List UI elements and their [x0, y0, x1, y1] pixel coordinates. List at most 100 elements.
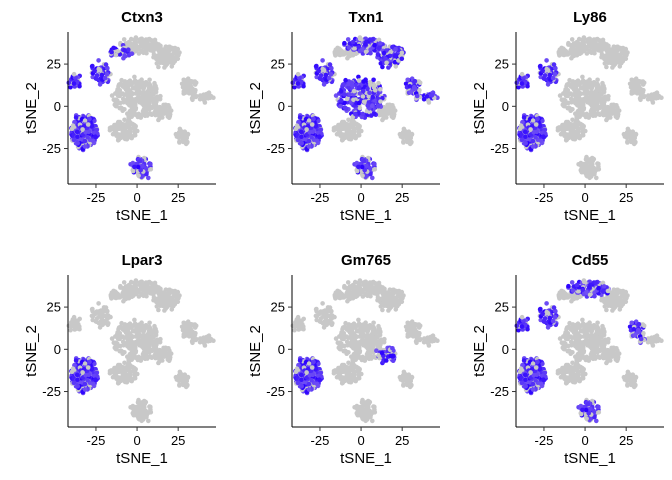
cell-point: [183, 84, 189, 89]
cell-point: [118, 283, 123, 289]
cell-point: [585, 79, 590, 84]
cell-point: [339, 48, 345, 54]
cell-point: [94, 316, 100, 321]
cell-point: [175, 293, 181, 298]
cell-point: [117, 335, 123, 340]
y-tick-label: 25: [495, 57, 509, 72]
cell-point: [521, 115, 527, 120]
cell-point: [116, 369, 122, 375]
cell-point: [122, 53, 128, 59]
cell-point: [116, 82, 122, 87]
cell-point: [201, 341, 207, 346]
cell-point: [408, 140, 414, 145]
cell-point: [356, 164, 361, 170]
cell-point: [573, 135, 579, 141]
cell-point: [115, 341, 120, 346]
y-tick-label: -25: [42, 141, 61, 156]
cell-point: [573, 80, 579, 85]
cell-point: [414, 93, 420, 99]
cell-point: [124, 131, 130, 137]
cell-point: [193, 80, 199, 86]
cell-point: [357, 105, 363, 111]
cell-point: [94, 127, 100, 133]
cell-point: [93, 134, 98, 139]
cell-point: [87, 116, 92, 122]
cell-point: [313, 307, 319, 312]
cell-point: [117, 121, 122, 126]
cell-point: [166, 115, 172, 120]
cell-point: [535, 116, 540, 122]
cell-point: [361, 79, 366, 84]
cell-point: [85, 365, 91, 370]
cell-point: [152, 37, 158, 43]
cell-point: [180, 135, 185, 140]
cell-point: [335, 45, 340, 51]
cell-point: [136, 354, 141, 360]
cell-point: [393, 53, 398, 59]
cell-point: [632, 140, 638, 145]
cell-point: [563, 48, 569, 54]
cell-point: [596, 167, 602, 172]
cell-point: [348, 131, 354, 137]
cell-point: [71, 71, 77, 77]
cell-point: [371, 77, 376, 83]
cell-point: [584, 173, 589, 178]
cell-point: [346, 288, 352, 293]
cell-point: [120, 128, 125, 133]
cell-point: [596, 42, 601, 48]
cell-point: [356, 78, 362, 83]
cell-point: [306, 118, 312, 123]
cell-point: [380, 64, 385, 70]
cell-point: [393, 46, 398, 52]
cell-point: [346, 45, 352, 50]
cell-point: [595, 77, 600, 83]
cell-point: [104, 315, 110, 320]
cell-point: [381, 50, 387, 56]
cell-point: [320, 58, 325, 63]
cell-point: [564, 82, 570, 87]
cell-point: [148, 285, 153, 291]
cell-point: [296, 119, 301, 125]
cell-point: [119, 77, 124, 83]
cell-point: [133, 91, 139, 96]
cell-point: [82, 118, 88, 123]
cell-point: [71, 137, 77, 143]
cell-point: [570, 117, 575, 123]
cell-point: [372, 161, 377, 167]
panel-title: Gm765: [341, 252, 391, 269]
cell-point: [97, 325, 103, 330]
cell-point: [129, 51, 135, 56]
cell-point: [636, 79, 642, 84]
cell-point: [137, 402, 143, 407]
cell-point: [77, 83, 82, 89]
cell-point: [631, 84, 637, 89]
cell-point: [352, 129, 357, 135]
cell-point: [139, 42, 144, 47]
cell-point: [122, 117, 127, 123]
cell-point: [632, 90, 637, 95]
cell-point: [321, 82, 327, 87]
cell-point: [118, 348, 124, 353]
cell-point: [338, 103, 343, 109]
cell-point: [566, 40, 571, 46]
cell-point: [71, 81, 77, 86]
cell-point: [409, 132, 415, 137]
cell-point: [125, 378, 131, 384]
cell-point: [370, 103, 375, 108]
cell-point: [376, 45, 382, 51]
cell-point: [346, 53, 352, 59]
cell-point: [605, 50, 611, 56]
cell-point: [164, 292, 170, 298]
cell-point: [102, 75, 108, 81]
y-tick-label: -25: [266, 141, 285, 156]
cell-point: [559, 45, 564, 51]
cell-point: [187, 84, 193, 90]
cell-point: [169, 46, 174, 52]
cell-point: [514, 80, 520, 86]
cell-point: [148, 404, 153, 410]
cell-point: [176, 135, 181, 140]
cell-point: [523, 134, 528, 139]
cell-point: [320, 301, 325, 306]
cell-point: [143, 90, 148, 96]
